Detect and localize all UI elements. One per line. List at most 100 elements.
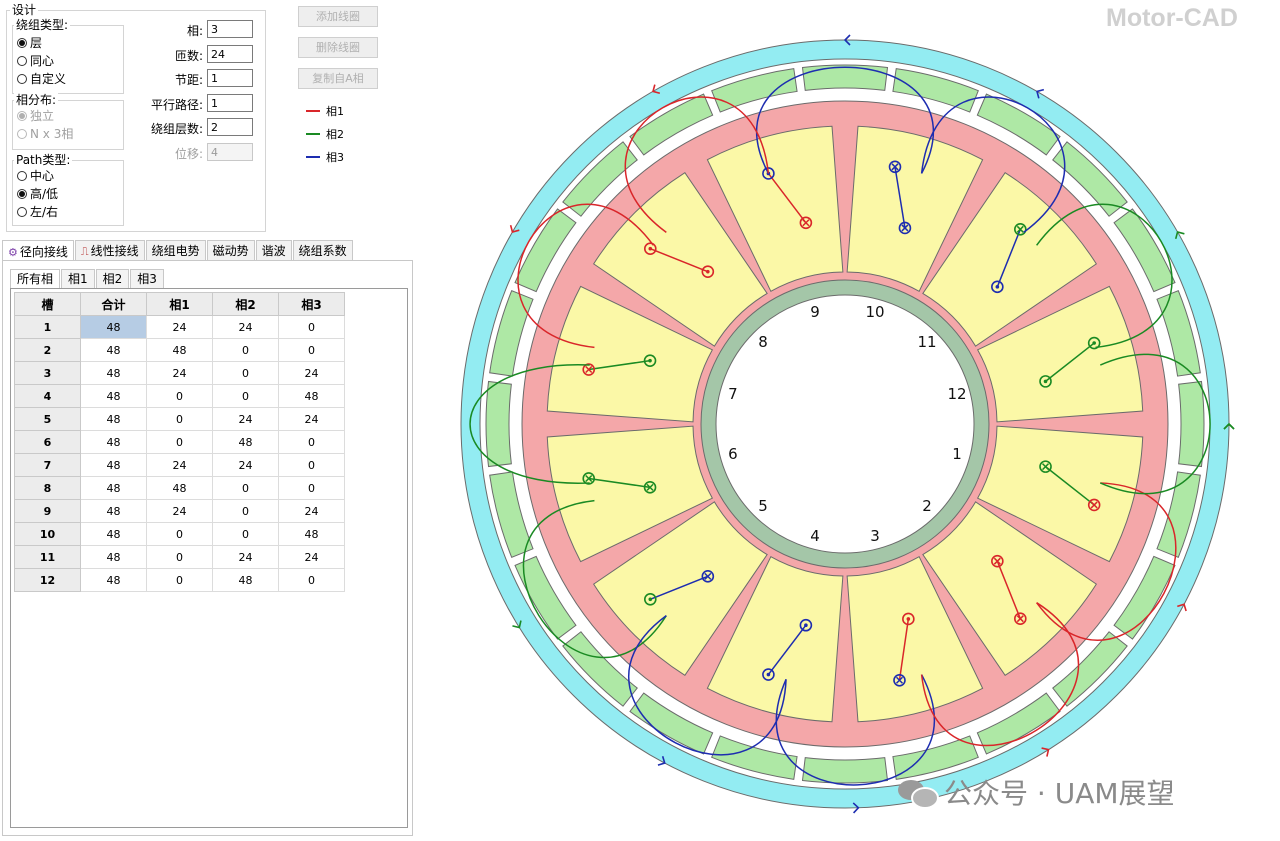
tab-harmonics[interactable]: 谐波: [255, 240, 292, 262]
subtab-phase3[interactable]: 相3: [130, 269, 164, 288]
field-input-4[interactable]: 2: [207, 118, 253, 136]
path-type-radio-label: 高/低: [30, 187, 59, 201]
table-cell[interactable]: 48: [278, 384, 345, 408]
table-cell[interactable]: 0: [212, 522, 279, 546]
table-cell[interactable]: 48: [212, 568, 279, 592]
table-cell[interactable]: 24: [278, 361, 345, 385]
stator-slot: [592, 501, 768, 677]
tab-mmf-label: 磁动势: [212, 244, 249, 258]
slot-number: 9: [810, 303, 820, 321]
current-into-icon: [893, 673, 906, 687]
table-cell[interactable]: 48: [80, 476, 147, 500]
row-header[interactable]: 9: [14, 499, 81, 523]
winding-type-radio-2[interactable]: 自定义: [17, 71, 66, 87]
table-cell[interactable]: 0: [278, 315, 345, 339]
table-row: 2 48 48 0 0: [14, 338, 345, 362]
table-cell[interactable]: 48: [80, 384, 147, 408]
table-cell[interactable]: 24: [212, 315, 279, 339]
end-turn: [775, 674, 936, 786]
slot-number: 2: [922, 497, 932, 515]
table-cell[interactable]: 48: [212, 430, 279, 454]
end-turn: [517, 203, 654, 349]
stator-slot: [976, 425, 1144, 563]
legend-label-phase3: 相3: [326, 151, 344, 164]
table-cell[interactable]: 0: [146, 384, 213, 408]
subtab-phase2[interactable]: 相2: [95, 269, 130, 288]
winding-type-radio-label: 同心: [30, 54, 55, 68]
tab-winding-factor[interactable]: 绕组系数: [292, 240, 353, 262]
current-into-icon: [1014, 222, 1027, 236]
table-cell[interactable]: 48: [80, 568, 147, 592]
arrow-icon: [1041, 747, 1050, 757]
row-header[interactable]: 1: [14, 315, 81, 339]
copy-from-phase-a-button[interactable]: 复制自A相: [298, 68, 378, 89]
table-row: 5 48 0 24 24: [14, 407, 345, 431]
table-header-4: 相3: [278, 292, 345, 316]
table-cell[interactable]: 24: [212, 545, 279, 569]
table-cell[interactable]: 0: [212, 361, 279, 385]
phase-dist-radio-1: N x 3相: [17, 126, 73, 142]
winding-type-radio-0[interactable]: 层: [17, 35, 42, 51]
row-header[interactable]: 10: [14, 522, 81, 546]
path-type-radio-2[interactable]: 左/右: [17, 204, 58, 220]
row-header[interactable]: 7: [14, 453, 81, 477]
current-out-icon: [643, 242, 657, 255]
table-cell[interactable]: 48: [80, 545, 147, 569]
arrow-icon: [509, 224, 520, 233]
table-cell[interactable]: 48: [80, 499, 147, 523]
end-turn: [920, 96, 1066, 233]
tab-mmf[interactable]: 磁动势: [206, 240, 255, 262]
tab-linear-wiring-label: 线性接线: [90, 244, 139, 258]
stator-slot: [976, 285, 1144, 423]
table-cell[interactable]: 0: [212, 384, 279, 408]
table-row: 1 48 24 24 0: [14, 315, 345, 339]
arrow-icon: [1174, 231, 1185, 240]
stator-slot: [592, 171, 768, 347]
add-coil-button[interactable]: 添加线圈: [298, 6, 378, 27]
table-header-1: 合计: [80, 292, 147, 316]
current-into-icon: [701, 570, 715, 583]
field-input-2[interactable]: 1: [207, 69, 253, 87]
subtab-all-phases[interactable]: 所有相: [10, 269, 61, 288]
table-cell[interactable]: 24: [278, 407, 345, 431]
tab-winding-emf[interactable]: 绕组电势: [145, 240, 206, 262]
tab-linear-wiring[interactable]: ⎍ 线性接线: [74, 240, 145, 262]
table-cell[interactable]: 48: [80, 361, 147, 385]
table-cell[interactable]: 0: [278, 568, 345, 592]
arrow-icon: [657, 756, 666, 766]
current-out-icon: [1087, 336, 1101, 350]
subtab-phase1[interactable]: 相1: [61, 269, 95, 288]
design-group-title: 设计: [10, 3, 39, 17]
current-into-icon: [799, 216, 813, 230]
arrow-icon: [652, 84, 661, 95]
table-cell[interactable]: 24: [146, 315, 213, 339]
row-header[interactable]: 2: [14, 338, 81, 362]
table-cell[interactable]: 48: [80, 338, 147, 362]
radio-indicator: [17, 129, 27, 139]
path-type-radio-0[interactable]: 中心: [17, 168, 54, 184]
table-cell[interactable]: 48: [80, 430, 147, 454]
table-cell[interactable]: 0: [212, 338, 279, 362]
main-tabs: ⚙ 径向接线 ⎍ 线性接线 绕组电势 磁动势 谐波 绕组系数: [2, 240, 354, 264]
tab-winding-factor-label: 绕组系数: [298, 244, 347, 258]
slot-number: 11: [917, 333, 936, 351]
winding-type-radio-1[interactable]: 同心: [17, 53, 54, 69]
row-header[interactable]: 11: [14, 545, 81, 569]
stator-slot: [546, 425, 714, 563]
field-input-3[interactable]: 1: [207, 93, 253, 112]
arrow-icon: [1223, 422, 1235, 430]
field-input-1[interactable]: 24: [207, 44, 253, 63]
slot-conductor-table[interactable]: 槽合计 相1 相2 相3 1 48 24 24 0 2 48 48 0 0 3 48 24 0 24 4 48 0 0 48…: [14, 292, 345, 592]
path-type-radio-1[interactable]: 高/低: [17, 186, 58, 202]
row-header[interactable]: 5: [14, 407, 81, 431]
table-cell[interactable]: 0: [212, 499, 279, 523]
table-cell[interactable]: 0: [146, 568, 213, 592]
winding-type-radio-label: 层: [30, 36, 43, 50]
row-header[interactable]: 4: [14, 384, 81, 408]
row-header[interactable]: 12: [14, 568, 81, 592]
delete-coil-button[interactable]: 删除线圈: [298, 37, 378, 58]
radio-indicator: [17, 111, 27, 121]
table-cell[interactable]: 24: [212, 407, 279, 431]
field-input-0[interactable]: 3: [207, 20, 253, 38]
table-cell[interactable]: 48: [278, 522, 345, 546]
